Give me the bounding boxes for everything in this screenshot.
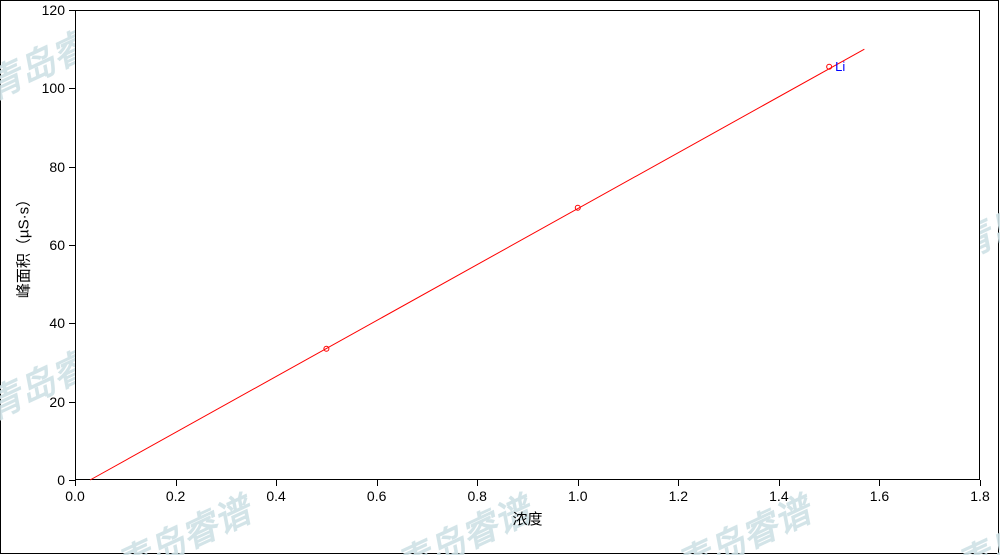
x-tick-label: 0.8 <box>467 488 486 504</box>
y-axis-title: 峰面积（µS·s） <box>13 192 34 298</box>
y-tick-label: 0 <box>57 472 65 488</box>
x-tick-label: 0.6 <box>367 488 386 504</box>
plot-svg <box>0 0 1000 555</box>
x-tick <box>176 480 177 486</box>
y-tick-label: 20 <box>49 394 65 410</box>
x-tick <box>578 480 579 486</box>
y-tick <box>69 88 75 89</box>
x-tick <box>980 480 981 486</box>
x-tick-label: 0.0 <box>65 488 84 504</box>
x-tick-label: 1.6 <box>870 488 889 504</box>
y-tick <box>69 323 75 324</box>
x-tick-label: 0.4 <box>266 488 285 504</box>
y-tick-label: 120 <box>42 2 65 18</box>
y-tick-label: 60 <box>49 237 65 253</box>
x-tick-label: 1.4 <box>769 488 788 504</box>
series-label-li: Li <box>835 59 845 74</box>
y-tick <box>69 245 75 246</box>
x-tick-label: 1.0 <box>568 488 587 504</box>
series-line <box>90 49 864 480</box>
x-tick <box>477 480 478 486</box>
x-tick <box>75 480 76 486</box>
x-tick-label: 0.2 <box>166 488 185 504</box>
x-axis-title: 浓度 <box>512 508 542 529</box>
y-tick-label: 100 <box>42 80 65 96</box>
y-tick <box>69 10 75 11</box>
x-tick-label: 1.8 <box>970 488 989 504</box>
x-tick <box>276 480 277 486</box>
y-tick-label: 80 <box>49 159 65 175</box>
y-tick <box>69 167 75 168</box>
y-tick <box>69 402 75 403</box>
x-tick-label: 1.2 <box>669 488 688 504</box>
x-tick <box>678 480 679 486</box>
x-tick <box>779 480 780 486</box>
y-tick-label: 40 <box>49 315 65 331</box>
x-tick <box>377 480 378 486</box>
x-tick <box>879 480 880 486</box>
y-tick <box>69 480 75 481</box>
